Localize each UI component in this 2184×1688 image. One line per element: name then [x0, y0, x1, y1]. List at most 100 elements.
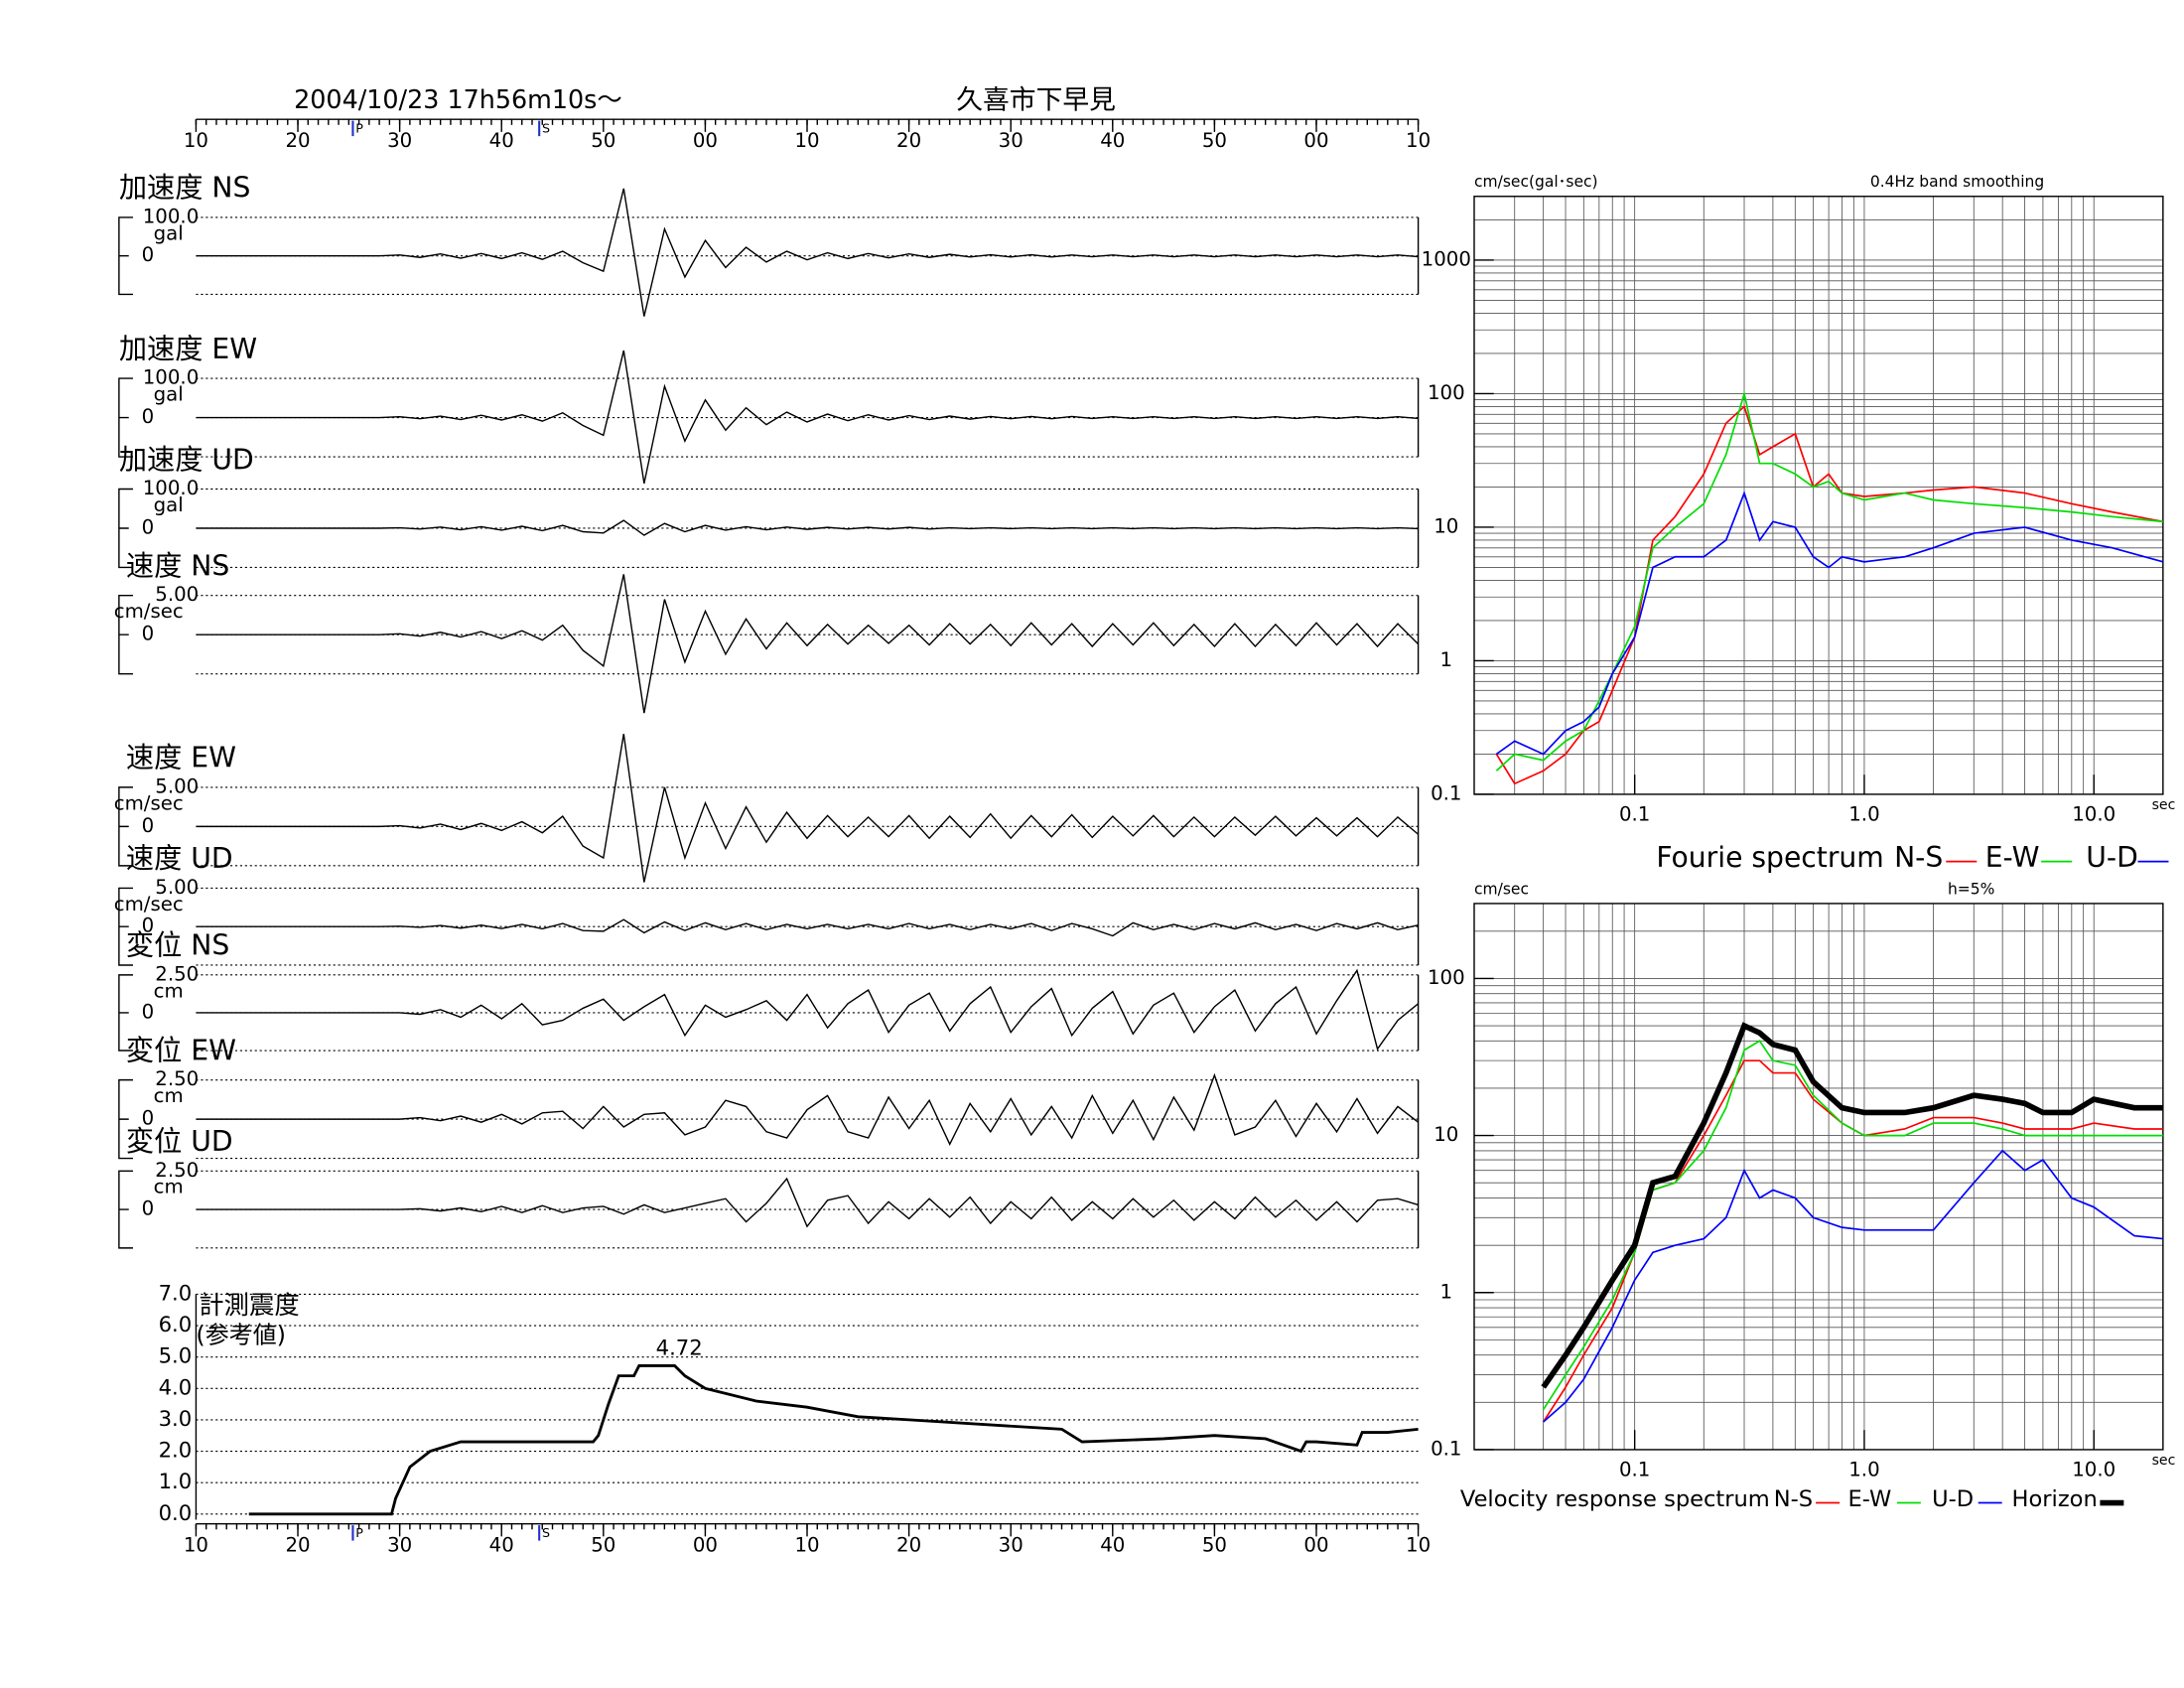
y-tick-label: 5.00 [155, 583, 199, 606]
y-tick-label: 1 [1440, 1280, 1453, 1303]
y-tick-label: 5.00 [155, 774, 199, 797]
x-tick-label: 20 [285, 129, 310, 152]
trace-bracket [118, 377, 133, 458]
unit-label: cm/sec [114, 893, 184, 915]
unit-label: cm [154, 1084, 184, 1107]
y-tick-label: 5.00 [155, 876, 199, 899]
trace-label: 変位 NS [126, 929, 229, 962]
x-tick-label: 0.1 [1619, 803, 1650, 826]
x-tick-label: 30 [387, 1534, 412, 1557]
x-tick-label: 10 [184, 129, 208, 152]
trace-bracket [118, 488, 133, 569]
y-tick-label: 100.0 [143, 205, 199, 227]
x-tick-label: 10 [1406, 1534, 1431, 1557]
waveform [196, 918, 1419, 937]
unit-label: cm/sec [114, 791, 184, 814]
x-tick-label: 00 [1303, 129, 1328, 152]
trace-bracket [118, 974, 133, 1052]
x-tick-label: 40 [1100, 1534, 1125, 1557]
y-tick-label: 2.50 [155, 962, 199, 985]
unit-label: gal [154, 383, 184, 406]
record-time: 2004/10/23 17h56m10s〜 [294, 84, 622, 114]
y-tick-label: 7.0 [159, 1280, 193, 1305]
trace-label: 変位 UD [126, 1125, 233, 1158]
waveform [196, 1072, 1420, 1146]
x-tick-label: 10 [794, 1534, 819, 1557]
note: 0.4Hz band smoothing [1870, 173, 2044, 191]
y-tick-label: 0 [142, 405, 155, 428]
spectrum-line [1541, 1022, 2163, 1389]
trace-label: 加速度 EW [119, 333, 257, 365]
trace-label: 加速度 NS [119, 172, 251, 205]
spectrum-line [1495, 390, 2163, 772]
station-name: 久喜市下早見 [956, 84, 1116, 115]
legend-label: N-S [1894, 841, 1943, 874]
x-tick-label: 10 [184, 1534, 208, 1557]
x-tick-label: 20 [285, 1534, 310, 1557]
peak-label: 4.72 [656, 1336, 703, 1360]
y-unit-label: cm/sec(gal･sec) [1474, 173, 1598, 191]
legend-label: U-D [2086, 841, 2138, 874]
y-tick-label: 0 [142, 814, 155, 837]
x-unit-label: sec [2152, 1453, 2176, 1469]
y-tick-label: 0 [142, 515, 155, 538]
x-tick-label: 30 [999, 129, 1024, 152]
x-tick-label: 50 [1202, 129, 1227, 152]
spectrum-line [1542, 1040, 2163, 1411]
x-tick-label: 10 [1406, 129, 1431, 152]
legend-title: Fourie spectrum [1656, 841, 1883, 874]
phase-label: S [542, 121, 550, 136]
note: h=5% [1948, 880, 1994, 898]
spectrum-line [1495, 404, 2164, 785]
spectrum-line [1495, 491, 2164, 756]
x-tick-label: 00 [693, 1534, 718, 1557]
trace-label: 速度 UD [126, 842, 233, 875]
x-tick-label: 10.0 [2072, 1459, 2116, 1481]
y-tick-label: 10 [1433, 1123, 1458, 1146]
waveform [196, 734, 1420, 883]
x-tick-label: 10 [794, 129, 819, 152]
legend-title: Velocity response spectrum [1460, 1486, 1770, 1512]
trace-bracket [118, 887, 133, 966]
legend-label: U-D [1932, 1486, 1974, 1512]
legend-label: E-W [1985, 841, 2040, 874]
x-tick-label: 0.1 [1619, 1459, 1650, 1481]
x-tick-label: 40 [489, 129, 514, 152]
unit-label: gal [154, 493, 184, 516]
x-tick-label: 50 [591, 1534, 615, 1557]
y-tick-label: 0 [142, 243, 155, 266]
y-unit-label: cm/sec [1474, 880, 1529, 898]
x-tick-label: 1.0 [1848, 803, 1879, 826]
y-tick-label: 2.50 [155, 1067, 199, 1090]
y-tick-label: 3.0 [159, 1406, 193, 1431]
waveform [196, 574, 1420, 714]
x-tick-label: 40 [1100, 129, 1125, 152]
y-tick-label: 4.0 [159, 1374, 193, 1399]
unit-label: gal [154, 221, 184, 244]
trace-label: 速度 EW [126, 742, 236, 774]
y-tick-label: 100 [1428, 381, 1465, 404]
x-unit-label: sec [2152, 797, 2176, 813]
x-tick-label: 40 [489, 1534, 514, 1557]
trace-label: 変位 EW [126, 1034, 236, 1066]
x-tick-label: 30 [999, 1534, 1024, 1557]
trace-bracket [118, 786, 133, 867]
phase-label: P [355, 1525, 363, 1540]
legend-label: Horizon [2012, 1486, 2098, 1512]
unit-label: cm [154, 979, 184, 1002]
x-tick-label: 00 [693, 129, 718, 152]
y-tick-label: 6.0 [159, 1312, 193, 1336]
y-tick-label: 1 [1440, 648, 1453, 671]
x-tick-label: 1.0 [1848, 1459, 1879, 1481]
x-tick-label: 10.0 [2072, 803, 2116, 826]
y-tick-label: 0.1 [1431, 1437, 1461, 1460]
trace-bracket [118, 594, 133, 675]
y-tick-label: 0 [142, 623, 155, 645]
plot-frame [1473, 903, 2164, 1451]
trace-bracket [118, 1078, 133, 1160]
spectrum-line [1543, 1149, 2163, 1423]
y-tick-label: 2.50 [155, 1159, 199, 1182]
trace-label: 加速度 UD [119, 443, 254, 476]
y-tick-label: 10 [1433, 514, 1458, 537]
